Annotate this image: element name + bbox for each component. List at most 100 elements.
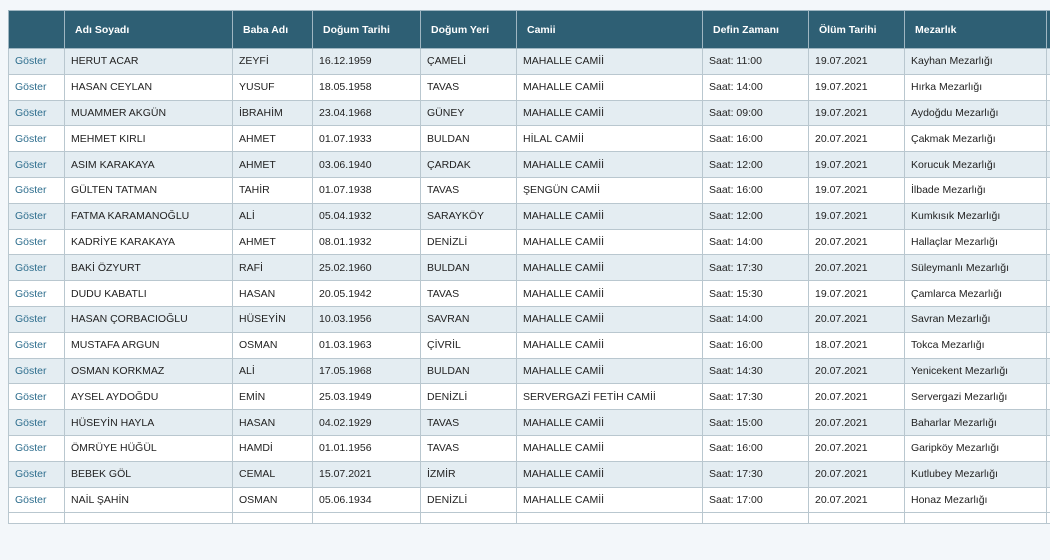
cell-text: MAHALLE CAMİİ (523, 493, 605, 506)
show-link[interactable]: Göster (15, 55, 47, 68)
table-cell: ÇİVRİL (420, 331, 517, 359)
cell-text: Saat: 14:00 (709, 235, 763, 248)
table-cell: 05.04.1932 (312, 202, 421, 230)
cell-text: 17.05.1968 (319, 364, 372, 377)
cell-text: HASAN CEYLAN (71, 81, 153, 94)
table-cell: Saat: 17:00 (702, 486, 809, 514)
table-row: Göster GÜLTEN TATMAN TAHİR 01.07.1938 TAVAS Ş… (8, 176, 1050, 204)
table-cell (1046, 73, 1050, 101)
show-link[interactable]: Göster (15, 287, 47, 300)
show-link[interactable]: Göster (15, 210, 47, 223)
table-cell: AYSEL AYDOĞDU (64, 383, 233, 411)
table-row: Göster HASAN ÇORBACIOĞLU HÜSEYİN 10.03.1956… (8, 305, 1050, 333)
table-cell: Göster (8, 305, 65, 333)
cell-text: 19.07.2021 (815, 210, 868, 223)
header-cell (1046, 10, 1050, 49)
header-row: Adı Soyadı Baba Adı Doğum Tarihi Doğum Yeri… (8, 10, 1050, 49)
table-cell: MAHALLE CAMİİ (516, 202, 703, 230)
show-link[interactable]: Göster (15, 390, 47, 403)
show-link[interactable]: Göster (15, 81, 47, 94)
show-link[interactable]: Göster (15, 106, 47, 119)
cell-text: MAHALLE CAMİİ (523, 235, 605, 248)
table-cell (1046, 512, 1050, 525)
table-cell: Göster (8, 331, 65, 359)
table-cell: Yenicekent Mezarlığı (904, 357, 1047, 385)
table-cell: Göster (8, 434, 65, 462)
cell-text: Tokca Mezarlığı (911, 339, 985, 352)
table-cell (1046, 99, 1050, 127)
table-cell: Göster (8, 254, 65, 282)
table-row: Göster HÜSEYİN HAYLA HASAN 04.02.1929 TAVAS M… (8, 409, 1050, 436)
show-link[interactable]: Göster (15, 339, 47, 352)
table-cell: Göster (8, 383, 65, 411)
table-cell: 19.07.2021 (808, 176, 905, 204)
cell-text: TAVAS (427, 442, 460, 455)
cell-text: MAHALLE CAMİİ (523, 339, 605, 352)
cell-text: Servergazi Mezarlığı (911, 390, 1008, 403)
cell-text: İBRAHİM (239, 106, 283, 119)
table-cell: MAHALLE CAMİİ (516, 357, 703, 385)
table-cell: MAHALLE CAMİİ (516, 254, 703, 282)
table-cell: Göster (8, 357, 65, 385)
table-cell: 18.07.2021 (808, 331, 905, 359)
show-link[interactable]: Göster (15, 468, 47, 481)
table-cell: 01.07.1938 (312, 176, 421, 204)
table-cell: Saat: 17:30 (702, 383, 809, 411)
table-cell: KADRİYE KARAKAYA (64, 228, 233, 256)
cell-text: YUSUF (239, 81, 275, 94)
cell-text: BEBEK GÖL (71, 468, 132, 481)
table-cell: Honaz Mezarlığı (904, 486, 1047, 514)
table-cell (1046, 125, 1050, 153)
show-link[interactable]: Göster (15, 416, 47, 429)
table-cell (1046, 48, 1050, 75)
cell-text: Saat: 16:00 (709, 442, 763, 455)
table-cell: MAHALLE CAMİİ (516, 73, 703, 101)
show-link[interactable]: Göster (15, 158, 47, 171)
show-link[interactable]: Göster (15, 364, 47, 377)
table-cell: ZEYFİ (232, 48, 313, 75)
cell-text: MAHALLE CAMİİ (523, 210, 605, 223)
cell-text: 20.07.2021 (815, 416, 868, 429)
show-link[interactable]: Göster (15, 261, 47, 274)
table-cell (1046, 434, 1050, 462)
cell-text: 20.07.2021 (815, 235, 868, 248)
cell-text: 20.07.2021 (815, 390, 868, 403)
show-link[interactable]: Göster (15, 442, 47, 455)
show-link[interactable]: Göster (15, 184, 47, 197)
table-cell: Hırka Mezarlığı (904, 73, 1047, 101)
table-cell: BAKİ ÖZYURT (64, 254, 233, 282)
table-cell: TAVAS (420, 409, 517, 436)
blank-row (8, 512, 1050, 525)
table-cell: GÜLTEN TATMAN (64, 176, 233, 204)
show-link[interactable]: Göster (15, 313, 47, 326)
table-cell: HAMDİ (232, 434, 313, 462)
show-link[interactable]: Göster (15, 493, 47, 506)
table-row: Göster MUAMMER AKGÜN İBRAHİM 23.04.1968 GÜNE… (8, 99, 1050, 127)
table-cell: 10.03.1956 (312, 305, 421, 333)
table-body: Göster HERUT ACAR ZEYFİ 16.12.1959 ÇAMELİ MAH… (8, 48, 1050, 525)
cell-text: SAVRAN (427, 313, 470, 326)
cell-text: GÜNEY (427, 106, 465, 119)
table-cell: BULDAN (420, 254, 517, 282)
show-link[interactable]: Göster (15, 235, 47, 248)
table-cell: DENİZLİ (420, 486, 517, 514)
table-cell: TAVAS (420, 73, 517, 101)
table-cell: 20.07.2021 (808, 486, 905, 514)
cell-text: TAVAS (427, 81, 460, 94)
table-cell: ÇAMELİ (420, 48, 517, 75)
table-cell (1046, 151, 1050, 178)
table-cell (8, 512, 65, 525)
cell-text: GÜLTEN TATMAN (71, 184, 158, 197)
show-link[interactable]: Göster (15, 132, 47, 145)
table-cell: Saat: 16:00 (702, 176, 809, 204)
cell-text: MAHALLE CAMİİ (523, 287, 605, 300)
table-cell: Tokca Mezarlığı (904, 331, 1047, 359)
cell-text: Saat: 14:30 (709, 364, 763, 377)
table-row: Göster FATMA KARAMANOĞLU ALİ 05.04.1932 SARA… (8, 202, 1050, 230)
cell-text: HASAN ÇORBACIOĞLU (71, 313, 188, 326)
cell-text: ASIM KARAKAYA (71, 158, 155, 171)
table-cell: Çamlarca Mezarlığı (904, 280, 1047, 307)
table-cell: İZMİR (420, 460, 517, 488)
table-cell: Hallaçlar Mezarlığı (904, 228, 1047, 256)
header-cell (8, 10, 65, 49)
